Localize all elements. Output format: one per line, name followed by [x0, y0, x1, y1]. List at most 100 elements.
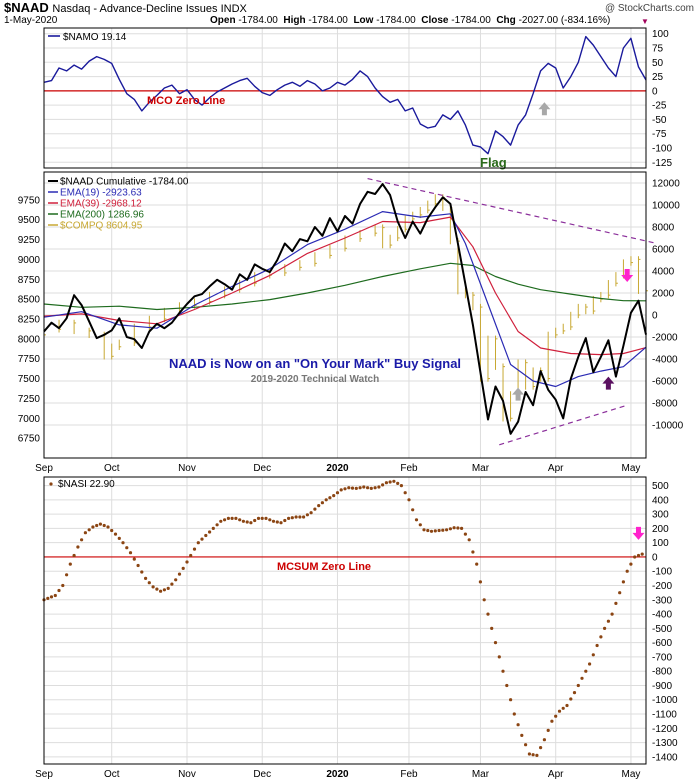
nasi-dot [396, 481, 400, 485]
nasi-dot [260, 516, 264, 521]
nasi-dot [569, 697, 573, 701]
nasi-dot [309, 511, 313, 515]
compq-left-tick-label: 9000 [18, 255, 41, 266]
nasi-dot [460, 526, 464, 531]
nasi-tick-label: -400 [652, 610, 672, 621]
nasi-dot [162, 588, 166, 592]
purple-up-arrow-icon [602, 376, 615, 390]
nasi-dot [223, 518, 227, 522]
symbol: $NAAD [4, 0, 49, 15]
nasi-dot [561, 706, 565, 710]
naad-right-tick-label: 8000 [652, 223, 675, 234]
compq-left-tick-label: 7000 [18, 414, 41, 425]
namo-tick-label: -50 [652, 115, 667, 126]
month-label-nov: Nov [178, 463, 196, 474]
nasi-tick-label: -1000 [652, 695, 678, 706]
nasi-tick-label: -1200 [652, 724, 678, 735]
chg-label: Chg [496, 15, 516, 26]
namo-tick-label: -125 [652, 158, 672, 169]
nasi-dot [110, 528, 114, 533]
nasi-dot [565, 703, 569, 708]
nasi-dot [140, 570, 144, 574]
nasi-dot [279, 521, 283, 525]
nasi-dot [591, 653, 595, 657]
nasi-dot [117, 536, 121, 541]
nasi-dot [373, 486, 377, 490]
nasi-dot [230, 516, 234, 521]
nasi-dot [358, 486, 362, 490]
nasi-dot [332, 494, 336, 498]
nasi-dot [102, 523, 106, 528]
nasi-dot [350, 486, 355, 490]
nasi-dot [136, 563, 140, 568]
nasi-dot [305, 513, 309, 517]
nasi-dot [429, 529, 434, 533]
month-label-mar: Mar [472, 463, 490, 474]
chg-value: -2027.00 (-834.16%) [518, 15, 611, 26]
nasi-dot [347, 486, 351, 490]
nasi-dot [219, 519, 223, 523]
nasi-tick-label: -1300 [652, 738, 678, 749]
nasi-tick-label: -800 [652, 667, 672, 678]
compq-left-tick-label: 9750 [18, 195, 41, 206]
nasi-dot [57, 588, 61, 593]
gray-up-arrow-icon [512, 387, 525, 401]
brand-watermark: @ StockCharts.com [604, 3, 694, 14]
low-value: -1784.00 [376, 15, 416, 26]
nasi-dot [128, 551, 133, 555]
nasi-dot [121, 541, 125, 545]
flag-label: Flag [480, 155, 507, 170]
nasi-tick-label: -900 [652, 681, 672, 692]
nasi-dot [106, 525, 110, 529]
nasi-dot [264, 516, 268, 521]
naad-right-tick-label: 2000 [652, 289, 675, 300]
nasi-dot [501, 669, 505, 673]
gray-up-arrow-icon [538, 102, 551, 116]
nasi-dot [68, 562, 72, 566]
month-label-oct: Oct [104, 463, 120, 474]
nasi-dot [147, 581, 151, 585]
nasi-dot [245, 520, 249, 524]
ema39-line [43, 216, 647, 356]
nasi-dot [328, 496, 332, 500]
nasi-dot [238, 518, 242, 522]
month-label-feb: Feb [400, 769, 418, 780]
nasi-dot [527, 752, 532, 756]
mco-zero-label: MCO Zero Line [147, 95, 225, 107]
nasi-dot [241, 519, 245, 523]
month-label-apr: Apr [548, 463, 564, 474]
nasi-dot [381, 483, 385, 487]
nasi-dot [226, 516, 230, 521]
namo-tick-label: -100 [652, 144, 672, 155]
month-label-feb: Feb [400, 463, 418, 474]
nasi-dot [418, 523, 422, 527]
nasi-dot [113, 532, 118, 536]
nasi-tick-label: -600 [652, 638, 672, 649]
nasi-dot [399, 484, 403, 488]
nasi-dot [369, 486, 373, 490]
month-label-may: May [621, 769, 640, 780]
nasi-dot [95, 523, 99, 528]
nasi-dot [618, 591, 622, 595]
nasi-legend-label: $NASI 22.90 [58, 479, 115, 490]
nasi-dot [125, 546, 129, 550]
nasi-dot [268, 518, 272, 522]
nasi-dot [621, 580, 626, 584]
legend-label-1: EMA(19) -2923.63 [60, 188, 142, 199]
legend-label-4: $COMPQ 8604.95 [60, 221, 143, 232]
nasi-dot [302, 515, 306, 519]
nasi-tick-label: -500 [652, 624, 672, 635]
nasi-dot [524, 743, 528, 747]
namo-legend-label: $NAMO 19.14 [63, 32, 127, 43]
namo-tick-label: 0 [652, 86, 658, 97]
nasi-tick-label: 400 [652, 495, 669, 506]
naad-right-tick-label: 4000 [652, 267, 675, 278]
month-label-sep: Sep [35, 769, 53, 780]
naad-right-tick-label: 6000 [652, 245, 675, 256]
month-label-mar: Mar [472, 769, 490, 780]
nasi-dot [170, 582, 174, 586]
naad-right-tick-label: -2000 [652, 333, 678, 344]
naad-right-tick-label: 12000 [652, 179, 680, 190]
nasi-dot [204, 533, 208, 538]
